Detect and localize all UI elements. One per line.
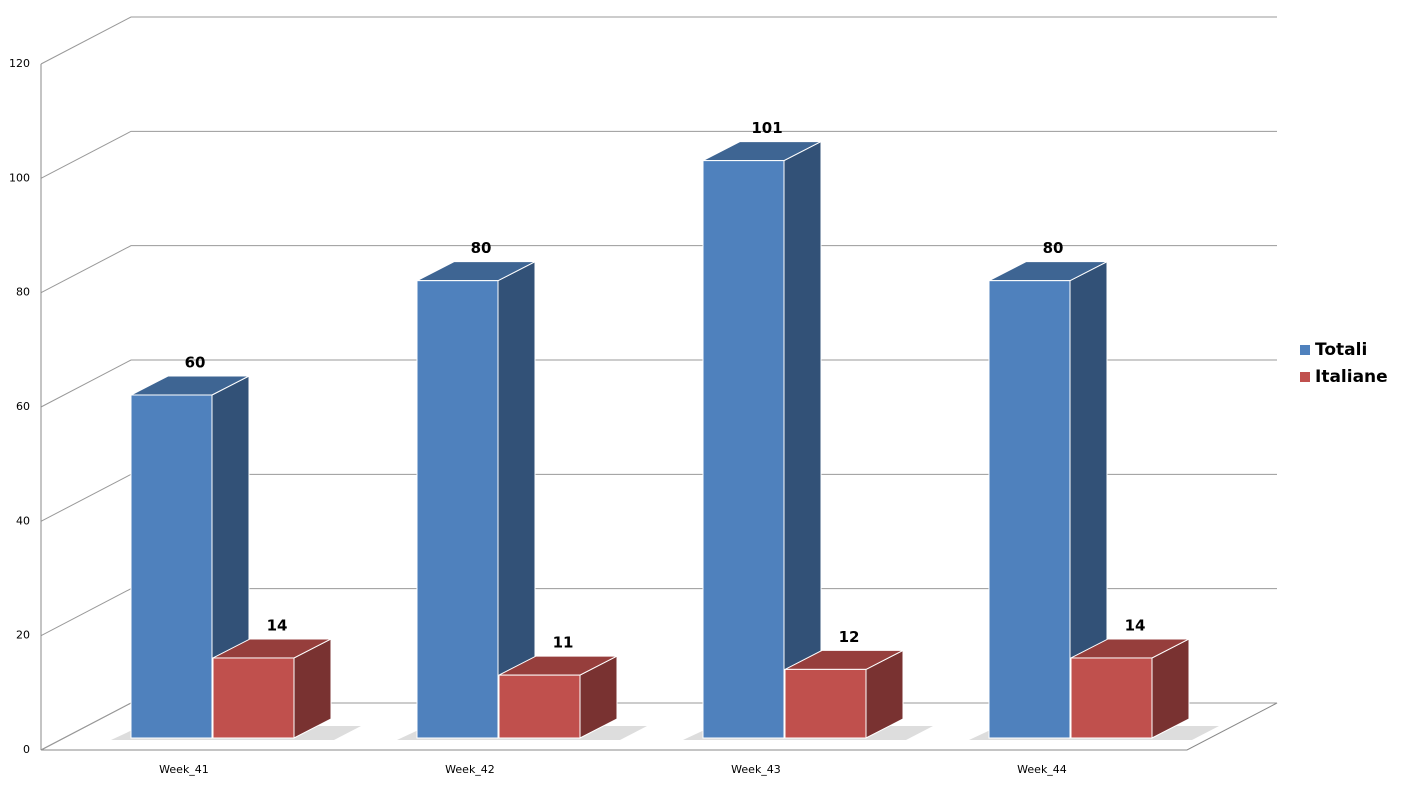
bar: [212, 638, 332, 739]
bar: [988, 260, 1108, 739]
x-tick-label: Week_44: [1017, 763, 1067, 776]
value-label: 12: [839, 628, 860, 646]
grid-line: [40, 130, 1277, 179]
bar-front: [130, 394, 213, 739]
bar-front: [1070, 657, 1153, 739]
bar-front: [702, 160, 785, 739]
value-label: 60: [185, 354, 206, 372]
value-label: 11: [553, 634, 574, 652]
y-tick-label: 100: [9, 171, 30, 184]
x-tick-label: Week_41: [159, 763, 209, 776]
bar: [416, 260, 536, 739]
bar-side: [783, 140, 822, 739]
bar: [1070, 638, 1190, 739]
y-tick-label: 80: [16, 286, 30, 299]
bar: [702, 140, 822, 739]
legend-swatch: [1300, 372, 1310, 382]
x-tick-label: Week_43: [731, 763, 781, 776]
x-tick-label: Week_42: [445, 763, 495, 776]
bar: [784, 649, 904, 739]
y-tick-label: 20: [16, 629, 30, 642]
y-tick-label: 0: [23, 743, 30, 756]
bar: [498, 655, 618, 739]
value-label: 80: [471, 239, 492, 257]
bar-front: [988, 280, 1071, 739]
grid-line: [40, 359, 1277, 408]
y-tick-label: 120: [9, 57, 30, 70]
legend-label: Totali: [1315, 340, 1367, 360]
bar-front: [784, 668, 867, 739]
value-label: 101: [751, 119, 782, 137]
bar-front: [416, 280, 499, 739]
value-label: 80: [1043, 239, 1064, 257]
y-tick-label: 60: [16, 400, 30, 413]
value-label: 14: [1125, 616, 1146, 634]
value-label: 14: [267, 616, 288, 634]
grid-line: [40, 245, 1277, 294]
bar-front: [212, 657, 295, 739]
legend-label: Italiane: [1315, 367, 1388, 387]
legend-swatch: [1300, 345, 1310, 355]
bar-front: [498, 674, 581, 739]
y-tick-label: 40: [16, 514, 30, 527]
grid-line: [40, 16, 1277, 65]
